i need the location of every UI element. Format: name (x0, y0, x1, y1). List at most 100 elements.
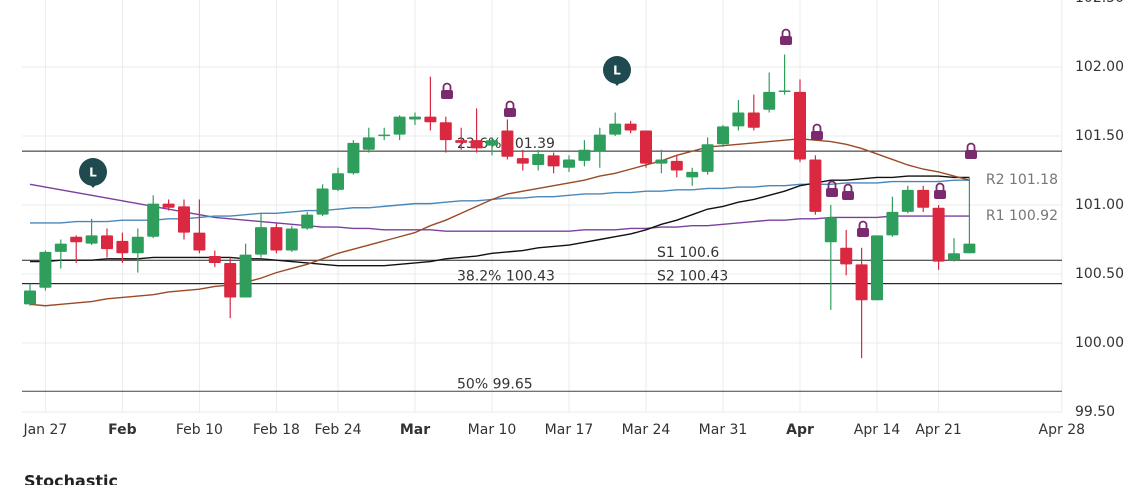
x-tick-label: Feb (108, 422, 137, 438)
candle-body (54, 243, 67, 252)
lock-icon (811, 131, 823, 140)
candle-body (686, 171, 699, 178)
candle-body (131, 236, 144, 254)
x-tick-label: Feb 18 (253, 422, 300, 438)
level-label: S1 100.6 (657, 245, 719, 261)
candle-body (563, 159, 575, 168)
candle-body (239, 254, 252, 298)
candle-body (301, 214, 314, 229)
candle-body (409, 116, 421, 120)
y-tick-label: 101.50 (1075, 128, 1124, 144)
candle-body (116, 240, 129, 254)
candle-body (70, 236, 83, 243)
lock-icon (857, 228, 869, 237)
lock-icon (781, 28, 791, 36)
candle-body (932, 207, 945, 262)
candle-body (532, 153, 545, 165)
lock-icon (965, 150, 977, 159)
candle-body (362, 137, 375, 150)
x-tick-label: Feb 10 (176, 422, 223, 438)
candle-body (193, 232, 206, 251)
candle-body (39, 251, 52, 288)
x-tick-label: Mar 24 (622, 422, 671, 438)
candle-body (640, 130, 652, 164)
event-pin-label: L (89, 166, 97, 180)
level-label: 50% 99.65 (457, 376, 533, 392)
candle-body (270, 227, 283, 251)
candle-body (147, 203, 160, 237)
level-label: R1 100.92 (986, 208, 1058, 224)
y-tick-label: 99.50 (1075, 404, 1115, 420)
x-tick-label: Mar 17 (545, 422, 594, 438)
event-pin (603, 56, 631, 84)
x-tick-label: Mar 31 (699, 422, 748, 438)
candle-body (486, 140, 498, 146)
candle-body (747, 112, 760, 128)
lock-icon (827, 180, 837, 188)
candle-body (824, 217, 837, 243)
candle-body (470, 140, 483, 149)
y-tick-label: 100.00 (1075, 335, 1124, 351)
y-tick-label: 100.50 (1075, 266, 1124, 282)
x-tick-label: Jan 27 (22, 422, 67, 438)
candle-body (162, 203, 175, 208)
candle-body (455, 140, 468, 143)
level-label: 38.2% 100.43 (457, 269, 555, 285)
lock-icon (505, 100, 515, 108)
panel-title: Stochastic (24, 472, 118, 485)
candle-body (347, 142, 360, 174)
candle-body (178, 206, 190, 233)
candle-body (208, 256, 221, 263)
candle-body (578, 149, 591, 161)
candle-body (855, 264, 868, 301)
lock-icon (780, 36, 792, 45)
candle-body (624, 123, 637, 131)
candle-body (871, 235, 883, 301)
x-tick-label: Mar (400, 422, 430, 438)
candle-body (285, 228, 298, 251)
x-tick-label: Apr 28 (1039, 422, 1085, 438)
y-tick-label: 102.50 (1075, 0, 1124, 6)
lock-icon (934, 190, 946, 199)
candle-body (501, 130, 514, 157)
candle-body (85, 235, 98, 244)
lock-icon (826, 188, 838, 197)
candle-body (670, 160, 683, 171)
candle-body (794, 91, 806, 160)
lock-icon (442, 82, 452, 90)
candle-body (948, 253, 960, 261)
lock-icon (504, 108, 516, 117)
lock-icon (966, 142, 976, 150)
level-label: R2 101.18 (986, 172, 1058, 188)
event-pin (79, 158, 107, 186)
candle-body (763, 91, 776, 110)
candle-body (732, 112, 745, 127)
candle-body (901, 189, 914, 212)
candle-body (701, 144, 714, 172)
lock-icon (843, 183, 853, 191)
candle-body (809, 159, 822, 212)
candle-body (778, 90, 791, 92)
y-tick-label: 102.00 (1075, 59, 1124, 75)
lock-icon (935, 182, 945, 190)
x-tick-label: Apr (786, 422, 814, 438)
candle-body (593, 134, 606, 152)
candle-body (378, 134, 391, 137)
candle-body (840, 247, 853, 265)
candle-body (917, 189, 930, 208)
candle-body (609, 123, 622, 135)
candle-body (655, 159, 668, 164)
x-tick-label: Apr 21 (915, 422, 961, 438)
lock-icon (812, 123, 822, 131)
event-pin-label: L (613, 64, 621, 78)
lock-icon (858, 220, 868, 228)
candle-body (316, 188, 329, 215)
candle-body (393, 116, 406, 135)
candle-body (439, 122, 452, 141)
candle-body (224, 262, 237, 298)
candle-body (101, 235, 113, 250)
x-tick-label: Feb 24 (314, 422, 361, 438)
candle-body (516, 158, 529, 164)
x-tick-label: Mar 10 (468, 422, 517, 438)
